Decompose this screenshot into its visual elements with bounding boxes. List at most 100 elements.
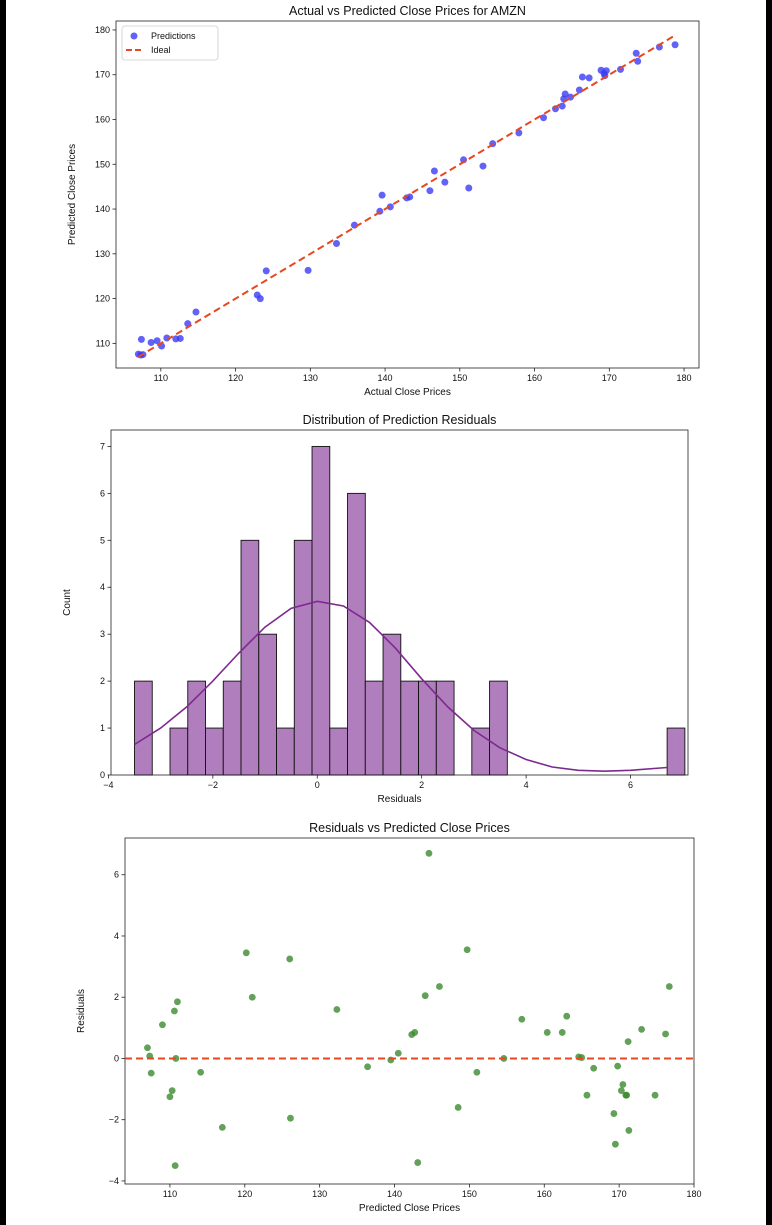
figure-svg: Actual vs Predicted Close Prices for AMZ… — [62, 4, 702, 1214]
residual-point — [394, 1049, 402, 1057]
scatter1-xtick-label: 150 — [452, 373, 467, 383]
residual-point — [473, 1068, 481, 1076]
histogram-ylabel: Count — [62, 589, 73, 616]
histogram-bar — [418, 680, 437, 776]
residual-point — [454, 1104, 462, 1111]
residual-point — [463, 946, 471, 954]
histogram-title: Distribution of Prediction Residuals — [303, 413, 497, 427]
residual-point — [563, 1012, 571, 1020]
histogram-xtick-label: 6 — [628, 780, 633, 790]
histogram-bar — [382, 633, 402, 776]
residual-point — [617, 1087, 625, 1095]
histogram-bar — [435, 680, 455, 776]
histogram-bar — [187, 680, 206, 776]
residual-point — [286, 955, 294, 963]
residual-point — [625, 1127, 633, 1134]
legend-ideal-label: Ideal — [151, 45, 171, 55]
residual-point — [665, 983, 673, 990]
scatter1-title: Actual vs Predicted Close Prices for AMZ… — [289, 4, 526, 18]
residual-point — [144, 1044, 151, 1052]
histogram-bar — [329, 727, 348, 776]
prediction-point — [558, 102, 566, 110]
scatter1-ytick-label: 170 — [95, 70, 110, 80]
residual-point — [166, 1093, 174, 1101]
residual-point — [611, 1140, 619, 1148]
residual-point — [543, 1029, 551, 1036]
residual-point — [619, 1081, 627, 1088]
prediction-point — [378, 191, 386, 199]
residual-point — [518, 1015, 526, 1023]
scatter2-ytick-label: 4 — [114, 931, 119, 941]
scatter2-ytick-label: −2 — [109, 1115, 119, 1125]
scatter1-ytick-label: 140 — [95, 204, 110, 214]
residual-point — [614, 1062, 622, 1070]
prediction-point — [602, 67, 610, 75]
scatter1-ylabel: Predicted Close Prices — [67, 144, 78, 245]
residual-point — [414, 1159, 422, 1166]
prediction-point — [515, 129, 523, 137]
scatter1-xtick-label: 140 — [378, 373, 393, 383]
legend-predictions-marker — [130, 32, 138, 40]
residual-point — [171, 1162, 179, 1170]
residual-point — [248, 993, 256, 1001]
prediction-point — [465, 184, 473, 192]
scatter2-frame — [124, 837, 695, 1185]
residual-point — [662, 1030, 669, 1038]
scatter1-xtick-label: 110 — [154, 373, 168, 383]
histogram-bar — [666, 727, 686, 776]
scatter2-title: Residuals vs Predicted Close Prices — [309, 821, 510, 835]
residual-point — [610, 1110, 618, 1117]
histogram-bar — [364, 680, 384, 776]
histogram-ytick-label: 0 — [100, 770, 105, 780]
histogram-xtick-label: −2 — [208, 780, 218, 790]
histogram-bar — [258, 633, 277, 776]
scatter1-ytick-label: 110 — [96, 338, 110, 348]
residual-point — [174, 998, 181, 1006]
scatter2-xtick-label: 130 — [312, 1189, 327, 1199]
scatter1-xtick-label: 120 — [228, 373, 243, 383]
prediction-point — [540, 114, 548, 122]
residual-point — [218, 1123, 226, 1131]
scatter1-xtick-label: 170 — [602, 373, 617, 383]
scatter1-ytick-label: 150 — [95, 159, 110, 169]
figure-canvas: Actual vs Predicted Close Prices for AMZ… — [6, 0, 766, 1225]
prediction-point — [671, 41, 679, 49]
residual-point — [590, 1064, 598, 1072]
scatter1-ytick-label: 120 — [95, 294, 110, 304]
prediction-point — [585, 74, 593, 82]
prediction-point — [332, 240, 340, 248]
prediction-point — [634, 57, 642, 65]
residual-point — [583, 1091, 591, 1099]
residual-point — [168, 1087, 176, 1095]
histogram-ytick-label: 1 — [100, 723, 105, 733]
histogram-xtick-label: 4 — [524, 780, 529, 790]
scatter2-ytick-label: 2 — [114, 992, 119, 1002]
scatter2-ytick-label: 0 — [114, 1053, 119, 1063]
scatter2-xtick-label: 160 — [537, 1189, 552, 1199]
histogram-bar — [169, 727, 189, 776]
histogram-ytick-label: 5 — [100, 535, 105, 545]
prediction-point — [479, 162, 487, 170]
scatter2-xtick-label: 170 — [612, 1189, 627, 1199]
residual-point — [425, 849, 433, 857]
residual-point — [287, 1114, 294, 1122]
prediction-point — [430, 167, 438, 175]
prediction-point — [192, 308, 200, 316]
prediction-point — [441, 178, 449, 186]
prediction-point — [153, 337, 161, 345]
histogram-xtick-label: −4 — [103, 780, 113, 790]
residual-point — [624, 1038, 632, 1046]
histogram-bar — [222, 680, 242, 776]
histogram-bar — [347, 492, 366, 776]
scatter1-ytick-label: 160 — [95, 115, 110, 125]
prediction-point — [386, 203, 394, 211]
scatter2-xtick-label: 150 — [462, 1189, 477, 1199]
histogram-bar — [134, 680, 153, 776]
residual-point — [242, 949, 250, 957]
scatter2-ytick-label: −4 — [109, 1176, 119, 1186]
histogram-xlabel: Residuals — [378, 794, 422, 805]
histogram-ytick-label: 3 — [100, 629, 105, 639]
scatter1-ytick-label: 130 — [95, 249, 110, 259]
prediction-point — [256, 295, 264, 303]
histogram-bar — [293, 539, 313, 776]
